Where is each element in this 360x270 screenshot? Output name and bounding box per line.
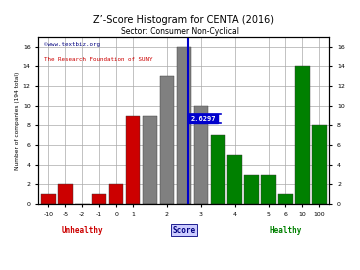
Y-axis label: Number of companies (194 total): Number of companies (194 total) <box>15 71 20 170</box>
Bar <box>143 116 157 204</box>
Text: The Research Foundation of SUNY: The Research Foundation of SUNY <box>44 57 153 62</box>
Bar <box>228 155 242 204</box>
Text: Score: Score <box>172 226 195 235</box>
Bar <box>194 106 208 204</box>
Bar <box>109 184 123 204</box>
Text: ©www.textbiz.org: ©www.textbiz.org <box>44 42 100 47</box>
Bar <box>261 175 276 204</box>
Bar <box>41 194 56 204</box>
Text: Unhealthy: Unhealthy <box>61 226 103 235</box>
Bar <box>312 126 327 204</box>
Bar <box>211 135 225 204</box>
Bar <box>177 47 191 204</box>
Bar <box>126 116 140 204</box>
Bar <box>295 66 310 204</box>
Bar <box>92 194 107 204</box>
Text: Healthy: Healthy <box>270 226 302 235</box>
Text: Sector: Consumer Non-Cyclical: Sector: Consumer Non-Cyclical <box>121 27 239 36</box>
Bar <box>278 194 293 204</box>
Text: 2.6297: 2.6297 <box>191 116 216 122</box>
Bar <box>58 184 73 204</box>
Bar <box>160 76 174 204</box>
Title: Z’-Score Histogram for CENTA (2016): Z’-Score Histogram for CENTA (2016) <box>93 15 274 25</box>
Bar <box>244 175 259 204</box>
